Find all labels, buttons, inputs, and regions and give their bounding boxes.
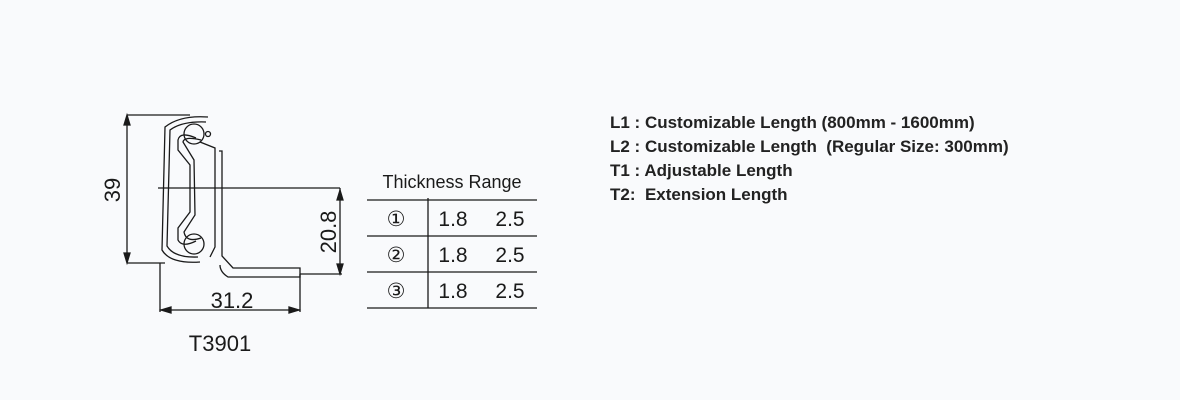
row-t2: 2.5	[495, 280, 524, 303]
spec-l1: L1 : Customizable Length (800mm - 1600mm…	[610, 113, 975, 132]
rail-profile	[161, 116, 301, 278]
row-index: ②	[387, 244, 406, 267]
table-row: ② 1.8 2.5	[387, 244, 525, 267]
row-t1: 1.8	[438, 244, 467, 267]
dimension-height-label: 39	[100, 178, 125, 202]
spec-l2: L2 : Customizable Length (Regular Size: …	[610, 137, 1009, 156]
table-row: ① 1.8 2.5	[387, 208, 525, 231]
table-title: Thickness Range	[382, 172, 521, 192]
row-t2: 2.5	[495, 208, 524, 231]
thickness-table-lines	[367, 198, 537, 309]
dimension-width-label: 31.2	[211, 288, 254, 313]
dimension-inner-height-label: 20.8	[316, 211, 341, 254]
row-t1: 1.8	[438, 280, 467, 303]
dimension-lines	[123, 112, 344, 314]
model-label: T3901	[189, 331, 251, 356]
spec-t1: T1 : Adjustable Length	[610, 161, 793, 180]
row-t1: 1.8	[438, 208, 467, 231]
spec-t2: T2: Extension Length	[610, 185, 788, 204]
table-row: ③ 1.8 2.5	[387, 280, 525, 303]
row-t2: 2.5	[495, 244, 524, 267]
row-index: ③	[387, 280, 406, 303]
row-index: ①	[387, 208, 406, 231]
